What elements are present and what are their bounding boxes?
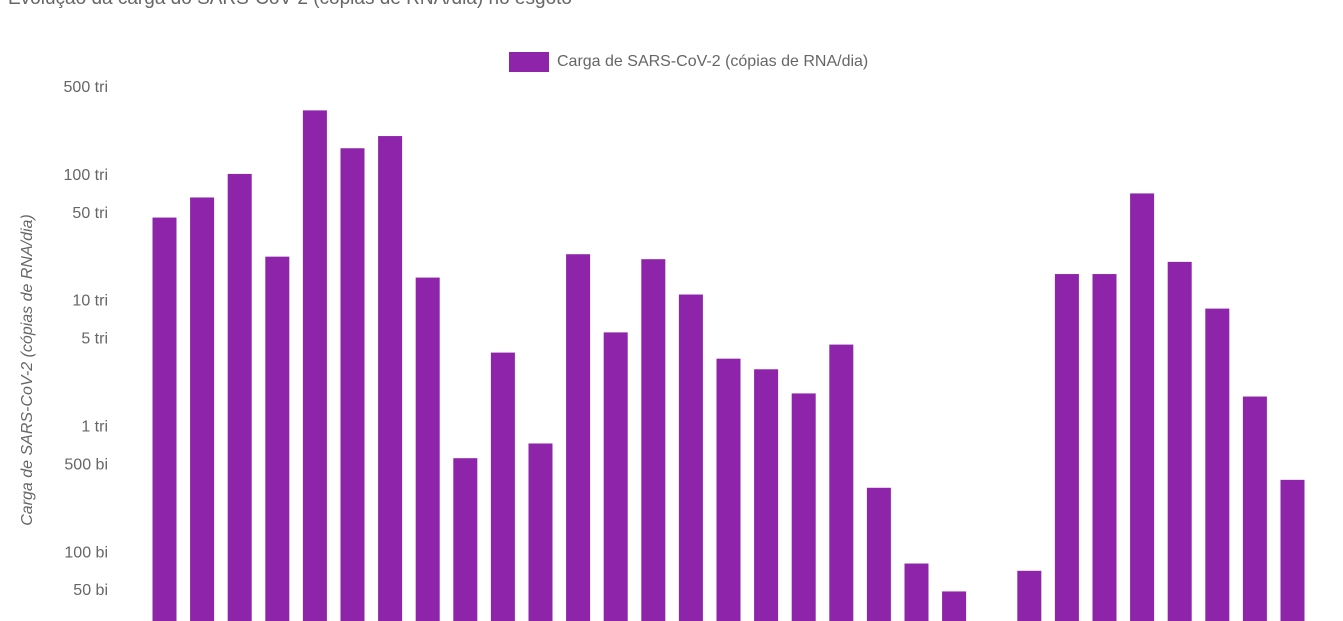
bar[interactable] — [566, 254, 591, 621]
bar[interactable] — [603, 332, 628, 621]
bar[interactable] — [754, 369, 779, 621]
y-tick-label: 500 tri — [64, 79, 108, 96]
bar[interactable] — [227, 173, 252, 621]
bar[interactable] — [528, 443, 553, 621]
bar[interactable] — [1092, 274, 1117, 621]
bar[interactable] — [829, 344, 854, 621]
bar[interactable] — [453, 458, 478, 621]
bar[interactable] — [1167, 261, 1192, 621]
bar[interactable] — [904, 563, 929, 621]
y-tick-label: 50 bi — [73, 582, 108, 599]
bar[interactable] — [490, 352, 515, 621]
chart-title: Evolução da carga do SARS-CoV-2 (cópias … — [8, 0, 572, 10]
bar[interactable] — [302, 110, 327, 621]
legend-swatch — [509, 52, 549, 72]
bar[interactable] — [1242, 396, 1267, 621]
bar[interactable] — [1130, 193, 1155, 621]
bar[interactable] — [641, 259, 666, 621]
y-tick-label: 500 bi — [64, 456, 108, 473]
bar[interactable] — [340, 148, 365, 621]
legend[interactable]: Carga de SARS-CoV-2 (cópias de RNA/dia) — [509, 52, 868, 72]
bar[interactable] — [1017, 570, 1042, 621]
y-tick-label: 100 tri — [64, 167, 108, 184]
y-tick-label: 10 tri — [72, 293, 108, 310]
bar[interactable] — [190, 197, 215, 621]
bar[interactable] — [678, 294, 703, 621]
y-tick-label: 100 bi — [64, 544, 108, 561]
bar[interactable] — [866, 487, 891, 621]
bar[interactable] — [1054, 274, 1079, 621]
y-tick-label: 50 tri — [72, 205, 108, 222]
bar[interactable] — [1280, 479, 1305, 621]
bar[interactable] — [942, 591, 967, 621]
y-tick-label: 1 tri — [81, 419, 108, 436]
bar[interactable] — [791, 393, 816, 621]
bar[interactable] — [415, 277, 440, 621]
legend-label: Carga de SARS-CoV-2 (cópias de RNA/dia) — [557, 53, 869, 70]
bar[interactable] — [378, 136, 403, 621]
bar[interactable] — [265, 256, 290, 621]
y-tick-label: 5 tri — [81, 331, 108, 348]
bar[interactable] — [716, 358, 741, 621]
bar[interactable] — [1205, 308, 1230, 621]
bar[interactable] — [152, 217, 177, 621]
